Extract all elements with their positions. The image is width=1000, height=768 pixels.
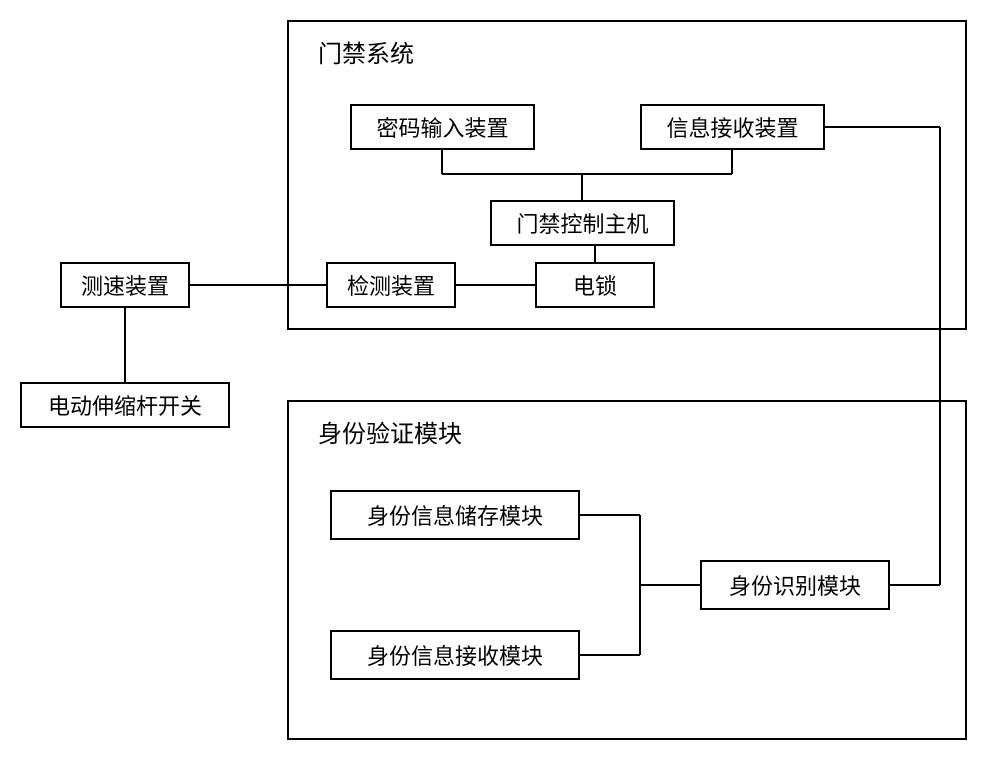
node-elock: 电锁: [535, 262, 655, 308]
node-password: 密码输入装置: [350, 104, 535, 150]
node-info-recv: 信息接收装置: [640, 104, 825, 150]
node-gate-host: 门禁控制主机: [490, 200, 675, 246]
node-id-recog: 身份识别模块: [700, 560, 890, 610]
container-top-label: 门禁系统: [318, 34, 414, 69]
node-detect: 检测装置: [326, 262, 456, 308]
node-id-recv: 身份信息接收模块: [330, 630, 580, 680]
node-id-store: 身份信息储存模块: [330, 490, 580, 540]
container-bottom-label: 身份验证模块: [318, 414, 462, 449]
node-rod-switch: 电动伸缩杆开关: [20, 382, 230, 428]
node-speed: 测速装置: [60, 262, 190, 308]
